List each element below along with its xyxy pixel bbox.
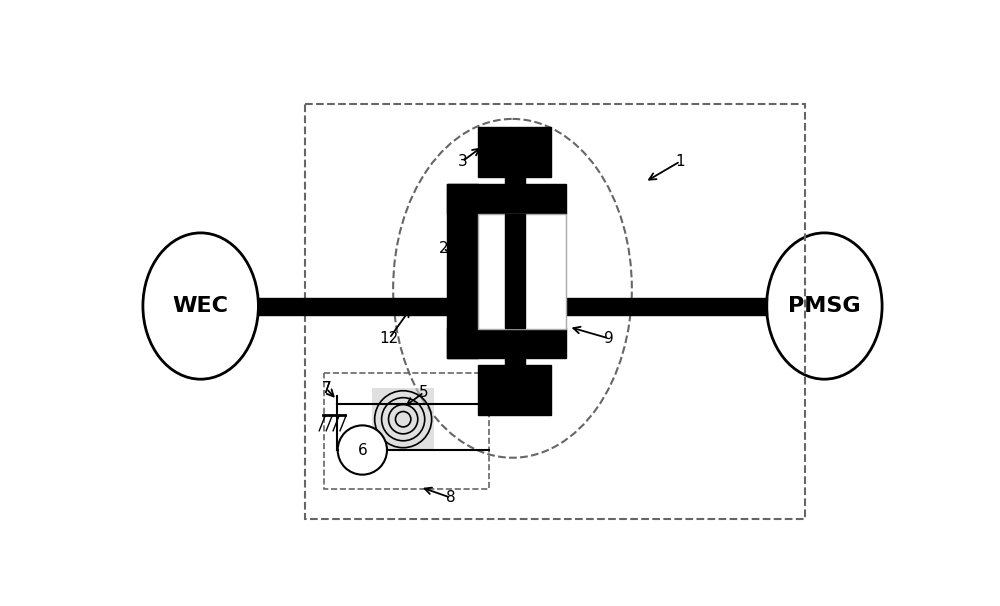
Bar — [447, 328, 566, 358]
Bar — [505, 214, 525, 328]
Ellipse shape — [767, 233, 882, 379]
Bar — [258, 298, 767, 315]
Text: 8: 8 — [446, 490, 456, 505]
Bar — [324, 373, 489, 488]
Bar — [447, 184, 566, 214]
Bar — [305, 104, 805, 519]
Text: PMSG: PMSG — [788, 296, 861, 316]
Text: 4: 4 — [531, 387, 540, 402]
Bar — [478, 127, 551, 177]
Bar — [372, 388, 434, 450]
Circle shape — [338, 425, 387, 474]
Bar — [505, 358, 525, 365]
Text: 2: 2 — [438, 241, 448, 256]
Text: 6: 6 — [357, 442, 367, 458]
Bar — [505, 177, 525, 184]
Text: 9: 9 — [604, 331, 614, 346]
Bar — [478, 214, 566, 329]
Bar — [478, 365, 551, 415]
Text: 7: 7 — [321, 381, 331, 396]
Text: 5: 5 — [419, 385, 429, 400]
Bar — [447, 184, 478, 358]
Text: 1: 1 — [676, 154, 685, 168]
Text: WEC: WEC — [173, 296, 229, 316]
Text: 3: 3 — [458, 154, 467, 168]
Text: 7: 7 — [321, 381, 331, 396]
Text: 12: 12 — [380, 331, 399, 346]
Ellipse shape — [143, 233, 258, 379]
